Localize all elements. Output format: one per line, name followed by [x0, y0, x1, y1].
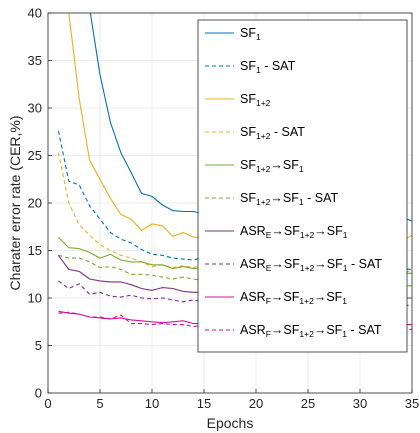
x-tick-label: 5 — [96, 396, 103, 411]
legend-label-5: SF1+2→SF1 — [240, 158, 304, 174]
x-tick-label: 25 — [301, 396, 315, 411]
y-tick-label: 40 — [28, 6, 42, 21]
y-tick-label: 35 — [28, 53, 42, 68]
legend-label-9: ASRF→SF1+2→SF1 — [240, 290, 347, 306]
legend-label-2: SF1 - SAT — [240, 59, 296, 75]
legend-label-4: SF1+2 - SAT — [240, 125, 305, 141]
x-tick-label: 30 — [353, 396, 367, 411]
legend-label-7: ASRE→SF1+2→SF1 — [240, 224, 348, 240]
y-tick-label: 30 — [28, 101, 42, 116]
x-tick-label: 20 — [249, 396, 263, 411]
x-tick-label: 0 — [44, 396, 51, 411]
x-tick-label: 15 — [197, 396, 211, 411]
x-tick-label: 10 — [145, 396, 159, 411]
y-tick-label: 25 — [28, 148, 42, 163]
x-axis-title: Epochs — [207, 415, 254, 431]
y-tick-label: 0 — [35, 386, 42, 401]
y-tick-label: 5 — [35, 338, 42, 353]
legend-label-6: SF1+2→SF1 - SAT — [240, 191, 338, 207]
x-tick-label: 35 — [405, 396, 419, 411]
y-tick-label: 15 — [28, 243, 42, 258]
y-tick-label: 10 — [28, 291, 42, 306]
y-axis-title: Charater error rate (CER,%) — [7, 115, 23, 290]
y-tick-label: 20 — [28, 196, 42, 211]
